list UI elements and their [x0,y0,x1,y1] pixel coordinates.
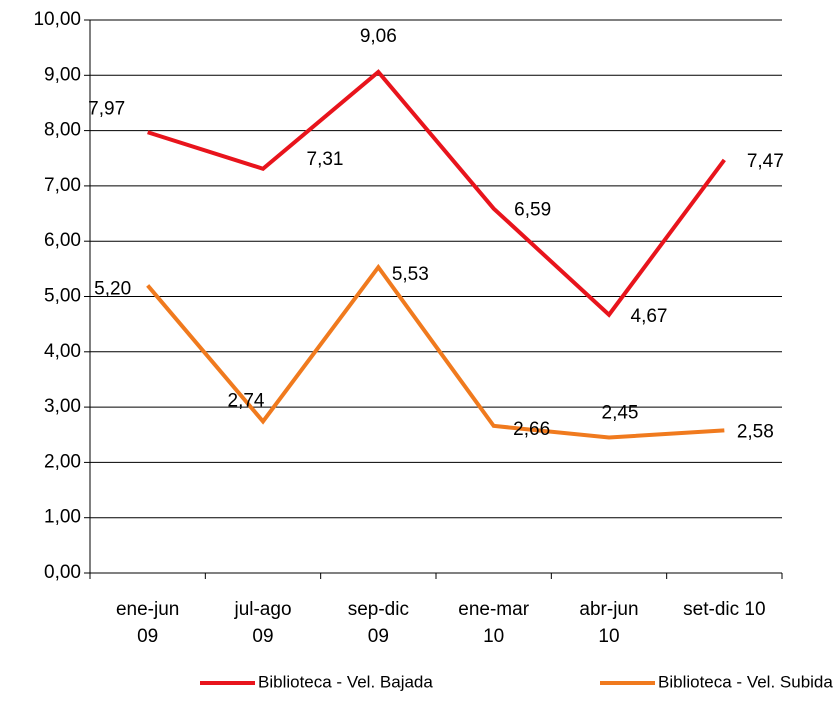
y-tick-label: 4,00 [44,341,81,362]
data-label: 7,47 [747,151,784,172]
y-tick-label: 8,00 [44,120,81,141]
data-label: 7,31 [307,149,344,170]
x-tick-label: abr-jun 10 [579,599,639,647]
data-label: 4,67 [631,306,668,327]
data-label: 9,06 [360,26,397,47]
y-tick-label: 2,00 [44,451,81,472]
data-label: 2,45 [602,403,639,424]
x-tick-label: jul-ago 09 [234,599,292,647]
x-tick-label: ene-mar 10 [458,599,530,647]
series-line [146,263,725,440]
data-label: 2,66 [513,419,550,440]
data-label: 5,53 [392,264,429,285]
data-label: 2,58 [737,421,774,442]
y-tick-label: 1,00 [44,507,81,528]
data-label: 7,97 [88,98,125,119]
x-tick-label: ene-jun 09 [115,599,180,647]
y-tick-label: 10,00 [33,9,81,30]
data-label: 6,59 [514,200,551,221]
y-tick-label: 7,00 [44,175,81,196]
y-tick-label: 3,00 [44,396,81,417]
legend-label: Biblioteca - Vel. Bajada [258,672,433,691]
y-tick-label: 5,00 [44,286,81,307]
y-tick-label: 9,00 [44,64,81,85]
legend-label: Biblioteca - Vel. Subida [658,672,833,691]
data-label: 5,20 [94,278,131,299]
x-tick-label: sep-dic 09 [347,599,409,647]
data-label: 2,74 [228,390,265,411]
y-tick-label: 6,00 [44,230,81,251]
x-tick-label: set-dic 10 [683,599,766,620]
y-tick-label: 0,00 [44,562,81,583]
series-line [147,69,726,318]
